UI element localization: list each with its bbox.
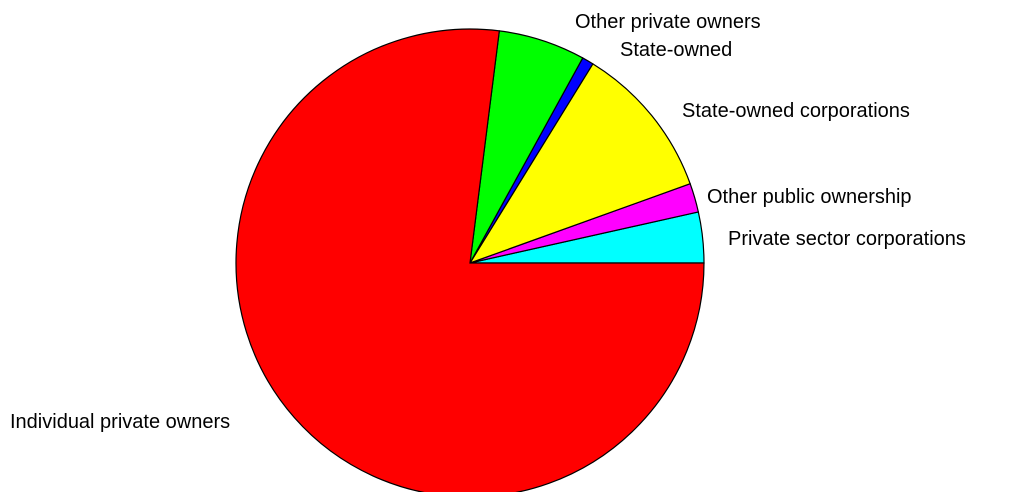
pie-labels: Private sector corporations Other public … <box>10 11 966 433</box>
slice-label-other-private-owners: Other private owners <box>575 11 761 33</box>
slice-label-private-sector-corporations: Private sector corporations <box>728 228 966 250</box>
pie-slices <box>235 28 705 492</box>
pie-slice-state-owned-corporations <box>468 63 691 265</box>
slice-label-individual-private-owners: Individual private owners <box>10 411 230 433</box>
slice-label-state-owned: State-owned <box>620 39 732 61</box>
slice-label-state-owned-corporations: State-owned corporations <box>682 100 910 122</box>
pie-slice-individual-private-owners <box>235 28 705 492</box>
slice-label-other-public-ownership: Other public ownership <box>707 186 912 208</box>
